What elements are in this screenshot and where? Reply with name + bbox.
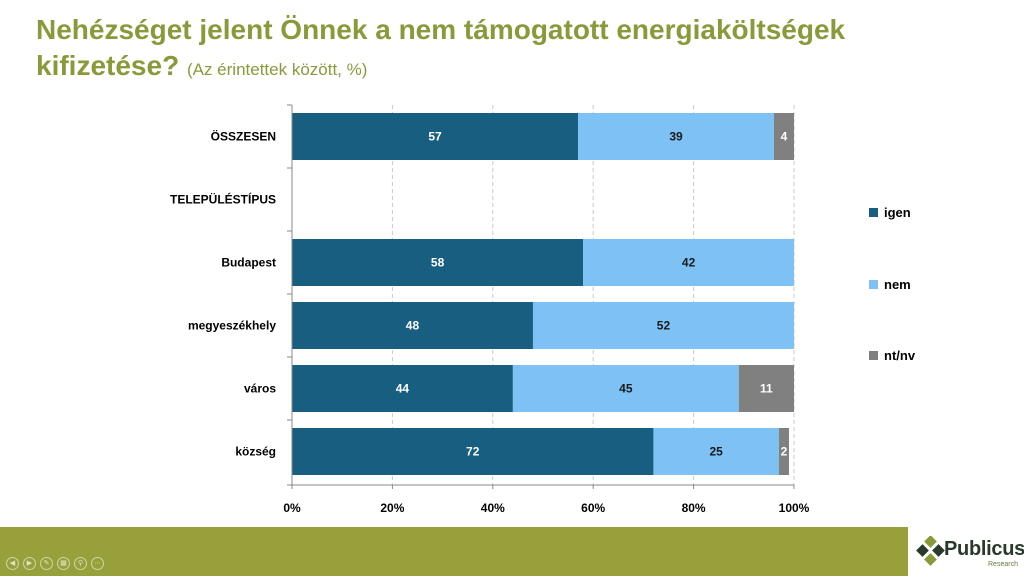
- x-tick-label: 20%: [380, 501, 404, 515]
- legend-label-ntnv: nt/nv: [884, 348, 916, 363]
- data-label: 72: [466, 445, 480, 459]
- x-tick-label: 60%: [581, 501, 605, 515]
- prev-icon[interactable]: ◀: [6, 557, 19, 570]
- slide-nav-controls: ◀ ▶ ✎ ▦ ⚲ ⋯: [6, 557, 104, 570]
- legend-swatch-igen: [869, 208, 878, 217]
- category-label: ÖSSZESEN: [211, 129, 276, 144]
- bar-igen: [292, 428, 654, 475]
- x-tick-label: 40%: [481, 501, 505, 515]
- data-label: 57: [428, 130, 442, 144]
- bar-igen: [292, 113, 579, 160]
- data-label: 48: [406, 319, 420, 333]
- data-label: 44: [396, 382, 410, 396]
- chart-title: Nehézséget jelent Önnek a nem támogatott…: [36, 12, 996, 88]
- bar-ntnv: [738, 365, 794, 412]
- bar-ntnv: [773, 113, 794, 160]
- x-tick-label: 80%: [682, 501, 706, 515]
- bar-nem: [653, 428, 779, 475]
- data-label: 4: [781, 130, 788, 144]
- bar-igen: [292, 365, 513, 412]
- logo: [908, 527, 1024, 576]
- pen-icon[interactable]: ✎: [40, 557, 53, 570]
- data-label: 58: [431, 256, 445, 270]
- legend-swatch-nem: [869, 280, 878, 289]
- data-label: 45: [619, 382, 633, 396]
- legend-swatch-ntnv: [869, 351, 878, 360]
- category-label: megyeszékhely: [188, 319, 276, 333]
- zoom-icon[interactable]: ⚲: [74, 557, 87, 570]
- data-label: 11: [760, 382, 773, 396]
- bar-nem: [512, 365, 739, 412]
- data-label: 39: [669, 130, 683, 144]
- category-label: TELEPÜLÉSTÍPUS: [170, 192, 276, 207]
- bar-igen: [292, 302, 533, 349]
- data-label: 25: [710, 445, 724, 459]
- more-icon[interactable]: ⋯: [91, 557, 104, 570]
- bar-nem: [532, 302, 794, 349]
- logo-mark-icon: [916, 536, 945, 566]
- data-label: 42: [682, 256, 696, 270]
- next-icon[interactable]: ▶: [23, 557, 36, 570]
- x-tick-label: 100%: [779, 501, 810, 515]
- x-tick-label: 0%: [283, 501, 301, 515]
- category-label: község: [235, 445, 276, 459]
- category-label: város: [244, 382, 276, 396]
- data-label: 2: [781, 445, 788, 459]
- category-label: Budapest: [221, 256, 276, 270]
- stacked-bar-chart: ÖSSZESEN 57 39 4 TELEPÜLÉSTÍPUS Budapest 58 42 m…: [170, 104, 916, 515]
- footer-bar: ◀ ▶ ✎ ▦ ⚲ ⋯: [0, 527, 1024, 576]
- data-label: 52: [657, 319, 671, 333]
- legend-label-nem: nem: [884, 277, 911, 292]
- slides-icon[interactable]: ▦: [57, 557, 70, 570]
- title-subtitle: (Az érintettek között, %): [186, 60, 368, 79]
- bar-ntnv: [778, 428, 789, 475]
- logo-name: Publicus: [944, 538, 1024, 560]
- title-main: Nehézséget jelent Önnek a nem támogatott…: [36, 14, 846, 81]
- legend-label-igen: igen: [884, 205, 911, 220]
- bar-nem: [583, 239, 794, 286]
- bar-igen: [292, 239, 584, 286]
- bar-nem: [578, 113, 774, 160]
- logo-subtitle: Research: [988, 561, 1018, 568]
